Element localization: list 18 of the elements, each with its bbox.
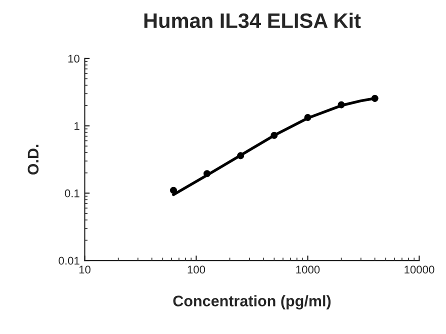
point (170, 186, 177, 194)
point (304, 114, 312, 121)
x-tick-label: 100 (188, 266, 206, 274)
point (270, 132, 278, 139)
point (371, 94, 378, 102)
chart-title: Human IL34 ELISA Kit (144, 12, 361, 28)
y-tick-label: 1 (74, 122, 80, 130)
x-axis-title: Concentration (pg/ml) (173, 295, 331, 310)
point (204, 170, 211, 178)
x-tick-label: 10 (79, 266, 90, 274)
y-tick-label: 0.1 (64, 189, 80, 198)
y-tick-label: 0.01 (58, 256, 80, 265)
point (338, 101, 345, 108)
y-tick-label: 10 (68, 54, 80, 63)
point (237, 152, 244, 160)
y-axis-title: O.D. (28, 144, 39, 175)
x-tick-label: 1000 (296, 266, 320, 274)
x-tick-label: 10000 (404, 266, 434, 274)
